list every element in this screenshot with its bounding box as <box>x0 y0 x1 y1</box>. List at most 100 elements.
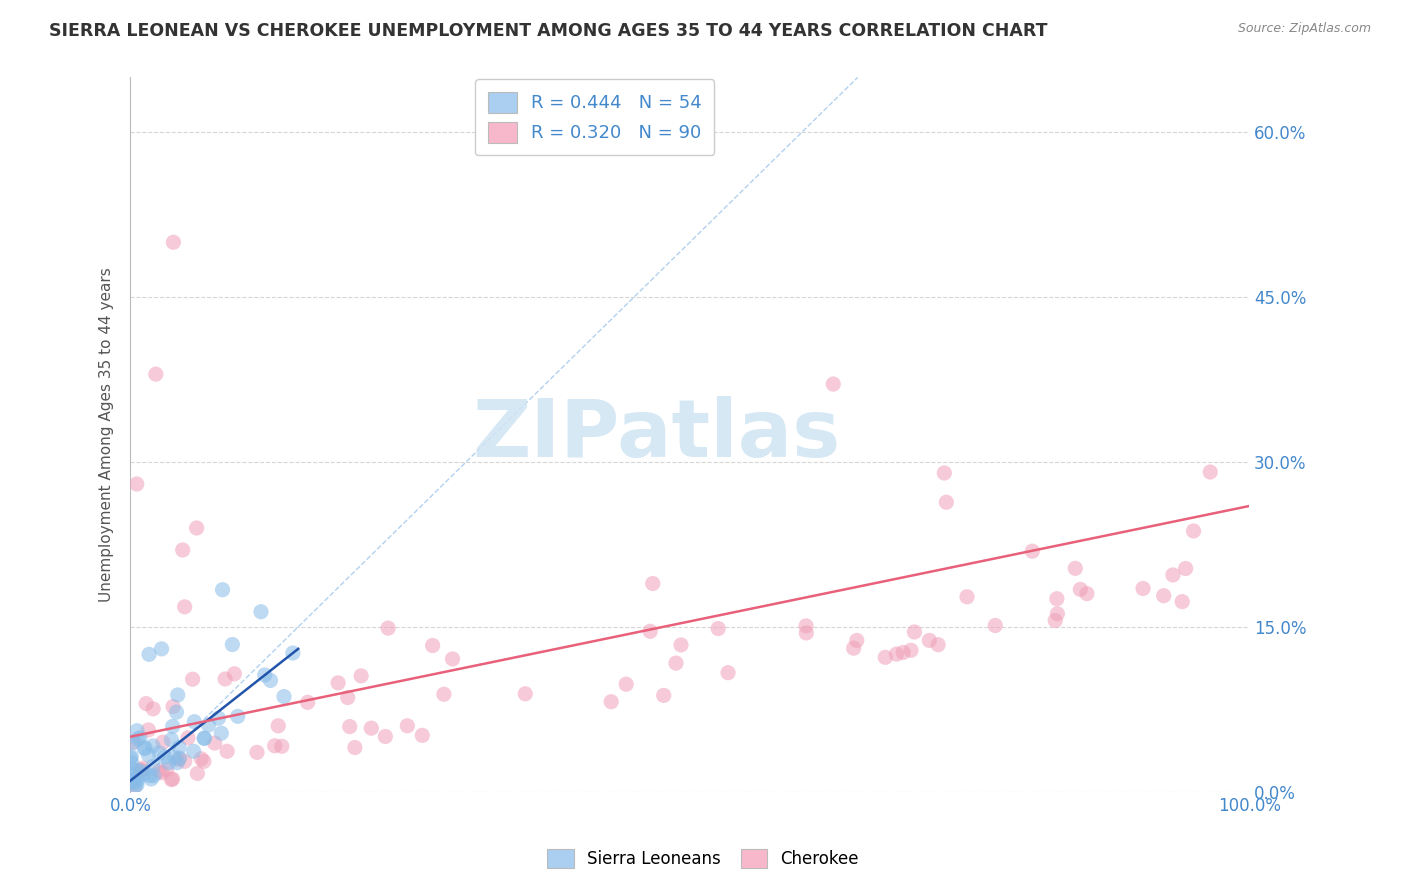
Point <box>138 769 160 783</box>
Point <box>1174 561 1197 575</box>
Point <box>267 719 290 733</box>
Point <box>707 622 730 636</box>
Point <box>336 690 359 705</box>
Point <box>326 676 349 690</box>
Point <box>343 740 366 755</box>
Point <box>132 761 155 775</box>
Point <box>1132 582 1154 596</box>
Point <box>186 766 208 780</box>
Point <box>1046 607 1069 621</box>
Point <box>121 756 143 770</box>
Point <box>193 755 215 769</box>
Point <box>120 767 142 781</box>
Point <box>190 752 212 766</box>
Text: SIERRA LEONEAN VS CHEROKEE UNEMPLOYMENT AMONG AGES 35 TO 44 YEARS CORRELATION CH: SIERRA LEONEAN VS CHEROKEE UNEMPLOYMENT … <box>49 22 1047 40</box>
Point <box>148 764 170 779</box>
Point <box>134 741 156 756</box>
Point <box>148 746 170 760</box>
Point <box>226 709 249 723</box>
Point <box>186 521 208 535</box>
Point <box>665 656 688 670</box>
Point <box>339 720 361 734</box>
Point <box>160 772 183 787</box>
Point <box>433 687 456 701</box>
Point <box>166 688 188 702</box>
Point <box>652 689 675 703</box>
Point <box>717 665 740 680</box>
Point <box>142 702 165 716</box>
Point <box>641 576 664 591</box>
Point <box>600 695 623 709</box>
Point <box>167 740 190 755</box>
Point <box>934 466 956 480</box>
Point <box>129 763 152 777</box>
Point <box>127 763 149 777</box>
Text: ZIPatlas: ZIPatlas <box>472 395 841 474</box>
Point <box>1045 614 1067 628</box>
Point <box>124 774 146 789</box>
Point <box>900 643 922 657</box>
Point <box>918 633 941 648</box>
Point <box>217 744 239 758</box>
Point <box>193 731 215 746</box>
Point <box>162 772 184 786</box>
Point <box>181 672 204 686</box>
Point <box>177 731 200 745</box>
Point <box>842 641 865 656</box>
Point <box>166 756 188 770</box>
Text: Source: ZipAtlas.com: Source: ZipAtlas.com <box>1237 22 1371 36</box>
Point <box>273 690 295 704</box>
Point <box>166 705 188 719</box>
Point <box>122 763 145 777</box>
Point <box>259 673 281 688</box>
Point <box>142 739 165 753</box>
Point <box>411 728 433 742</box>
Point <box>1046 591 1069 606</box>
Point <box>638 624 661 639</box>
Point <box>927 638 949 652</box>
Point <box>155 763 177 777</box>
Point <box>127 732 149 747</box>
Point <box>152 735 174 749</box>
Point <box>122 772 145 787</box>
Point <box>221 638 243 652</box>
Point <box>172 543 194 558</box>
Point <box>281 646 304 660</box>
Point <box>422 639 444 653</box>
Point <box>135 697 157 711</box>
Point <box>224 666 246 681</box>
Point <box>903 624 925 639</box>
Y-axis label: Unemployment Among Ages 35 to 44 years: Unemployment Among Ages 35 to 44 years <box>100 268 114 602</box>
Point <box>120 751 142 765</box>
Point <box>270 739 292 754</box>
Point <box>207 711 229 725</box>
Legend: Sierra Leoneans, Cherokee: Sierra Leoneans, Cherokee <box>540 843 866 875</box>
Point <box>197 718 219 732</box>
Point <box>1199 465 1222 479</box>
Point <box>614 677 637 691</box>
Point <box>127 773 149 788</box>
Point <box>125 723 148 738</box>
Point <box>1076 587 1098 601</box>
Point <box>350 669 373 683</box>
Point <box>139 772 162 786</box>
Point <box>441 652 464 666</box>
Point <box>150 641 173 656</box>
Point <box>169 751 191 765</box>
Point <box>160 732 183 747</box>
Point <box>1182 524 1205 538</box>
Point <box>122 780 145 795</box>
Point <box>173 755 195 769</box>
Point <box>162 699 184 714</box>
Point <box>153 749 176 764</box>
Point <box>515 687 537 701</box>
Point <box>211 582 233 597</box>
Point <box>823 377 845 392</box>
Point <box>162 235 184 250</box>
Point <box>875 650 897 665</box>
Point <box>209 726 232 740</box>
Point <box>891 645 914 659</box>
Point <box>1161 568 1184 582</box>
Point <box>263 739 285 753</box>
Point <box>374 730 396 744</box>
